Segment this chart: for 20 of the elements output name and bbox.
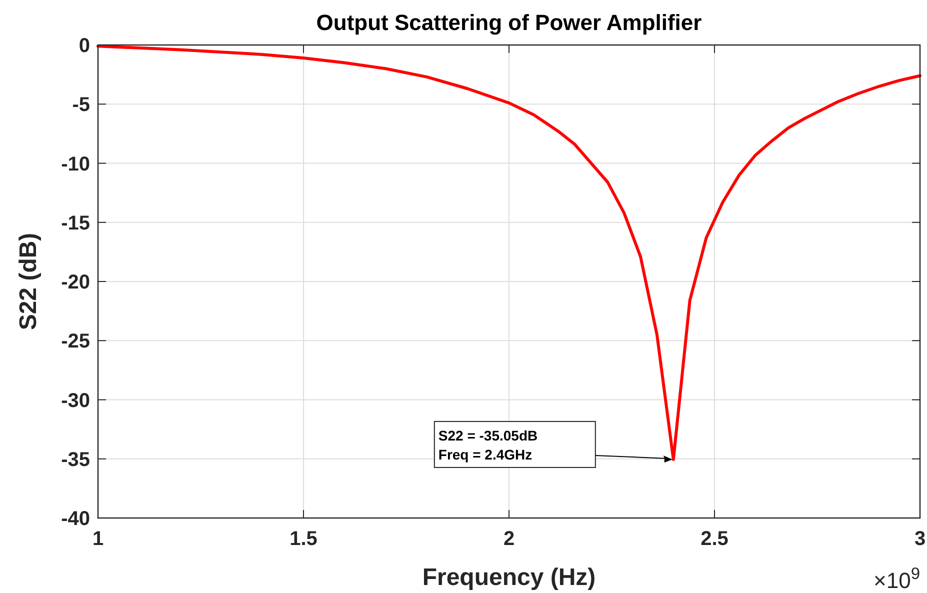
- text: ×10$^{9}$: [873, 565, 920, 593]
- y-tick-label: 0: [78, 35, 90, 57]
- y-tick-label: -25: [61, 330, 90, 353]
- line-series: [96, 44, 922, 461]
- y-tick-label: -15: [61, 212, 90, 234]
- x-axis-title: Frequency (Hz): [422, 564, 596, 591]
- x-tick-label: 1.5: [290, 528, 318, 550]
- x-tick-label: 1: [92, 528, 104, 550]
- x-tick-label: 2: [503, 528, 515, 550]
- y-tick-label: -40: [61, 508, 90, 530]
- x-tick-label: 2.5: [700, 528, 728, 550]
- y-tick-label: -10: [61, 153, 90, 176]
- y-tick-label: -30: [61, 390, 90, 412]
- x-tick-label: 3: [914, 528, 926, 550]
- annotation: S22 = -35.05dB Freq = 2.4GHz: [438, 427, 538, 462]
- y-tick-label: -35: [61, 448, 90, 471]
- y-axis-title: S22 (dB): [15, 232, 42, 330]
- chart-title: Output Scattering of Power Amplifier: [316, 10, 702, 35]
- y-tick-label: -5: [72, 94, 90, 116]
- y-tick-label: -20: [61, 272, 90, 294]
